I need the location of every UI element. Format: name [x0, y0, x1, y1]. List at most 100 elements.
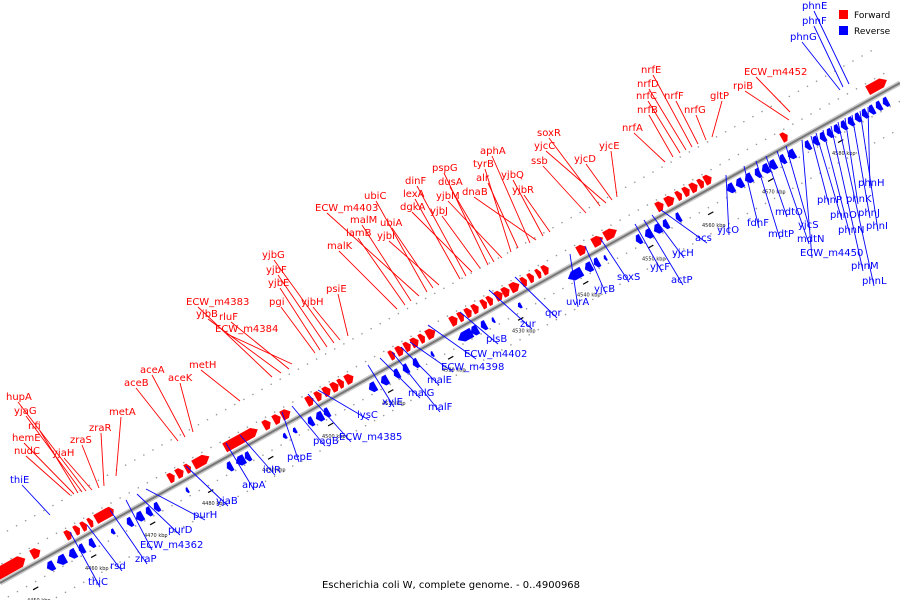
- reverse-gene-label[interactable]: thiE: [10, 475, 29, 486]
- forward-gene-label[interactable]: yjbG: [262, 250, 285, 261]
- forward-gene-label[interactable]: ubiA: [380, 218, 402, 229]
- reverse-gene-label[interactable]: uvrA: [566, 297, 589, 308]
- reverse-gene-label[interactable]: malF: [428, 402, 453, 413]
- forward-gene-label[interactable]: ubiC: [364, 191, 386, 202]
- reverse-gene-label[interactable]: actP: [671, 275, 693, 286]
- forward-gene-label[interactable]: hupA: [6, 392, 32, 403]
- reverse-gene-label[interactable]: soxS: [617, 272, 640, 283]
- reverse-gene-label[interactable]: xylE: [382, 397, 403, 408]
- forward-gene-label[interactable]: dnaB: [462, 187, 488, 198]
- reverse-gene-label[interactable]: phnJ: [858, 208, 880, 219]
- forward-gene-label[interactable]: nrfB: [637, 105, 658, 116]
- forward-gene-label[interactable]: yjbQ: [501, 170, 524, 181]
- forward-gene-label[interactable]: nrfF: [664, 91, 684, 102]
- reverse-gene-label[interactable]: pepE: [287, 452, 312, 463]
- reverse-gene-label[interactable]: zur: [520, 319, 537, 330]
- forward-gene-label[interactable]: yjbI: [377, 231, 395, 242]
- forward-gene-label[interactable]: nrfA: [622, 123, 643, 134]
- reverse-gene-label[interactable]: arpA: [242, 480, 266, 491]
- forward-gene-label[interactable]: metH: [189, 360, 216, 371]
- forward-gene-label[interactable]: yjbH: [301, 297, 324, 308]
- forward-gene-label[interactable]: ECW_m4383: [186, 297, 249, 308]
- forward-gene-label[interactable]: nudC: [14, 446, 40, 457]
- forward-gene-label[interactable]: yjcD: [574, 154, 596, 165]
- forward-gene-label[interactable]: psiE: [326, 284, 347, 295]
- reverse-gene-label[interactable]: yjcF: [650, 262, 670, 273]
- forward-gene-label[interactable]: yjaH: [52, 448, 74, 459]
- forward-gene-label[interactable]: aceA: [140, 365, 165, 376]
- reverse-gene-label[interactable]: phnG: [790, 32, 817, 43]
- reverse-gene-label[interactable]: ECW_m4398: [441, 362, 504, 373]
- reverse-gene-label[interactable]: purD: [168, 525, 193, 536]
- reverse-gene-label[interactable]: yjcS: [798, 220, 819, 231]
- forward-gene-label[interactable]: aphA: [480, 146, 506, 157]
- forward-gene-label[interactable]: rpiB: [733, 81, 753, 92]
- reverse-gene-label[interactable]: yjcB: [594, 284, 615, 295]
- forward-gene-label[interactable]: lamB: [346, 228, 372, 239]
- reverse-gene-label[interactable]: malG: [408, 388, 434, 399]
- reverse-gene-label[interactable]: phnN: [838, 225, 865, 236]
- forward-gene-label[interactable]: pgi: [269, 297, 284, 308]
- forward-gene-label[interactable]: hemE: [12, 433, 41, 444]
- reverse-gene-label[interactable]: thiC: [88, 577, 108, 588]
- forward-gene-label[interactable]: nrfE: [641, 65, 661, 76]
- forward-gene-label[interactable]: yjbF: [266, 265, 287, 276]
- forward-gene-label[interactable]: aceB: [124, 378, 149, 389]
- forward-gene-label[interactable]: yjcE: [599, 141, 620, 152]
- forward-gene-label[interactable]: ECW_m4403: [315, 203, 378, 214]
- reverse-gene-label[interactable]: phnO: [830, 210, 857, 221]
- forward-gene-label[interactable]: rluF: [219, 312, 238, 323]
- forward-gene-label[interactable]: dinF: [405, 176, 426, 187]
- forward-gene-label[interactable]: lexA: [403, 189, 425, 200]
- forward-gene-label[interactable]: tyrB: [473, 159, 494, 170]
- reverse-gene-label[interactable]: iclR: [263, 465, 281, 476]
- forward-gene-label[interactable]: yjbE: [268, 278, 289, 289]
- forward-gene-label[interactable]: dusA: [438, 177, 463, 188]
- forward-gene-label[interactable]: malM: [350, 215, 377, 226]
- forward-gene-label[interactable]: nfi: [28, 421, 41, 432]
- forward-gene-label[interactable]: aceK: [168, 373, 193, 384]
- reverse-gene-label[interactable]: ECW_m4385: [339, 432, 402, 443]
- reverse-gene-label[interactable]: mdtO: [775, 207, 803, 218]
- forward-gene-label[interactable]: ECW_m4452: [744, 67, 807, 78]
- reverse-gene-label[interactable]: ECW_m4362: [140, 540, 203, 551]
- forward-gene-label[interactable]: metA: [109, 407, 136, 418]
- forward-gene-label[interactable]: yjbR: [512, 185, 534, 196]
- reverse-gene-label[interactable]: yjcO: [717, 225, 739, 236]
- forward-gene-label[interactable]: ECW_m4384: [215, 324, 278, 335]
- forward-gene-label[interactable]: gltP: [710, 91, 729, 102]
- reverse-gene-label[interactable]: rsd: [110, 561, 126, 572]
- reverse-gene-label[interactable]: purH: [193, 510, 217, 521]
- reverse-gene-label[interactable]: ECW_m4402: [464, 349, 527, 360]
- reverse-gene-label[interactable]: phnL: [862, 276, 887, 287]
- reverse-gene-label[interactable]: yjaB: [216, 496, 238, 507]
- forward-gene-label[interactable]: alr: [476, 173, 490, 184]
- reverse-gene-label[interactable]: zraP: [135, 554, 157, 565]
- forward-gene-label[interactable]: dgkA: [400, 202, 425, 213]
- reverse-gene-label[interactable]: yjcH: [672, 248, 694, 259]
- forward-gene-label[interactable]: ssb: [531, 156, 548, 167]
- forward-gene-label[interactable]: yjaG: [14, 406, 37, 417]
- forward-gene-label[interactable]: yjbJ: [430, 206, 448, 217]
- reverse-gene-label[interactable]: fdhF: [747, 218, 769, 229]
- forward-gene-label[interactable]: nrfD: [637, 79, 659, 90]
- forward-gene-label[interactable]: nrfG: [684, 105, 706, 116]
- reverse-gene-label[interactable]: mdtN: [797, 234, 825, 245]
- reverse-gene-label[interactable]: ECW_m4450: [800, 248, 863, 259]
- reverse-gene-label[interactable]: phnK: [846, 194, 872, 205]
- forward-gene-label[interactable]: malK: [327, 241, 353, 252]
- forward-gene-label[interactable]: pspG: [432, 163, 458, 174]
- reverse-gene-label[interactable]: lysC: [357, 410, 378, 421]
- forward-gene-label[interactable]: yjbM: [436, 191, 460, 202]
- forward-gene-label[interactable]: yjbB: [196, 309, 218, 320]
- reverse-gene-label[interactable]: phnI: [866, 221, 888, 232]
- reverse-gene-label[interactable]: phnF: [802, 16, 827, 27]
- reverse-gene-label[interactable]: qor: [545, 308, 562, 319]
- reverse-gene-label[interactable]: mdtP: [768, 229, 794, 240]
- reverse-gene-label[interactable]: plsB: [486, 334, 507, 345]
- reverse-gene-label[interactable]: pagB: [313, 436, 339, 447]
- reverse-gene-label[interactable]: acs: [695, 233, 712, 244]
- forward-gene-label[interactable]: yjcC: [534, 141, 555, 152]
- reverse-gene-label[interactable]: phnP: [817, 195, 842, 206]
- reverse-gene-label[interactable]: phnE: [802, 1, 827, 12]
